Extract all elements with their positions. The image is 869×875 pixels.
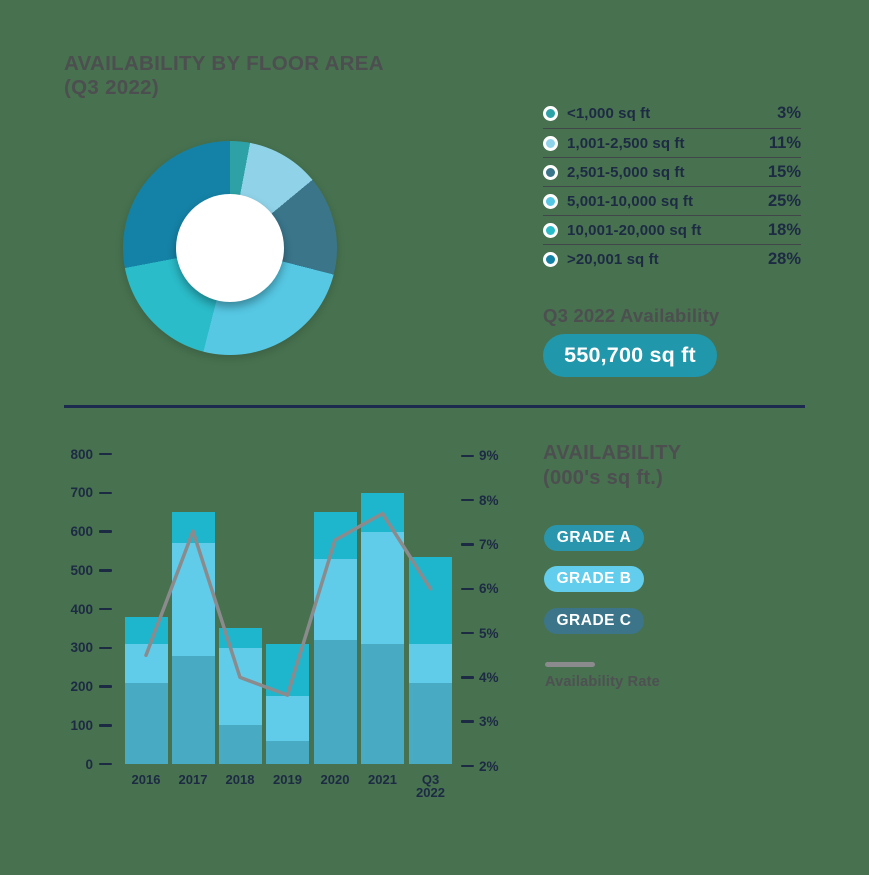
bar-segment-grade-b xyxy=(218,647,262,726)
x-axis-label: Q3 2022 xyxy=(416,772,445,800)
bar-2016 xyxy=(124,616,168,764)
bar-segment-grade-b xyxy=(313,558,357,640)
legend-percent: 15% xyxy=(767,162,801,181)
legend-row: 10,001-20,000 sq ft 18% xyxy=(543,215,801,244)
availability-rate-label: Availability Rate xyxy=(545,674,660,690)
bar-segment-grade-a xyxy=(409,682,452,764)
availability-rate-swatch xyxy=(545,662,595,667)
bar-segment-grade-a xyxy=(361,643,404,764)
section-divider xyxy=(64,405,805,408)
legend-label: 2,501-5,000 sq ft xyxy=(567,163,685,181)
legend-percent: 11% xyxy=(768,133,801,152)
grade-c-pill: GRADE C xyxy=(544,608,644,634)
right-axis-tick: 5% xyxy=(461,625,499,641)
availability-badge: 550,700 sq ft xyxy=(543,334,717,377)
legend-row: 5,001-10,000 sq ft 25% xyxy=(543,186,801,215)
grade-a-pill: GRADE A xyxy=(544,525,644,551)
floor-area-legend: <1,000 sq ft 3% 1,001-2,500 sq ft 11% 2,501-… xyxy=(543,99,801,273)
legend-color-dot xyxy=(543,222,558,238)
right-axis-tick: 4% xyxy=(461,669,499,685)
bar-2017 xyxy=(171,512,215,764)
bar-segment-grade-a xyxy=(266,740,309,764)
bar-segment-grade-c xyxy=(218,628,262,648)
left-axis-tick: 700 xyxy=(58,485,112,501)
left-axis-tick: 300 xyxy=(58,640,112,656)
legend-color-dot xyxy=(543,251,558,267)
right-axis-tick: 3% xyxy=(461,714,499,730)
bar-segment-grade-b xyxy=(361,531,404,644)
x-axis-label: 2021 xyxy=(368,772,397,787)
bar-segment-grade-a xyxy=(218,725,262,764)
chart-legend-title-line2: (000's sq ft.) xyxy=(543,466,664,489)
q3-availability-heading: Q3 2022 Availability xyxy=(543,305,720,326)
left-axis-tick: 100 xyxy=(58,717,112,733)
legend-color-dot xyxy=(543,164,558,180)
legend-color-dot xyxy=(543,106,558,121)
donut-hole xyxy=(176,194,284,302)
legend-label: 5,001-10,000 sq ft xyxy=(567,192,694,210)
legend-row: 2,501-5,000 sq ft 15% xyxy=(543,157,801,186)
x-axis-label: 2017 xyxy=(178,772,208,787)
bar-segment-grade-c xyxy=(409,556,452,644)
chart-legend-title-line1: AVAILABILITY xyxy=(543,442,682,464)
floor-area-title-line1: AVAILABILITY BY FLOOR AREA xyxy=(64,52,384,75)
bar-q3-2022 xyxy=(409,556,452,764)
bar-segment-grade-c xyxy=(266,643,309,697)
right-axis-tick: 7% xyxy=(461,537,499,553)
bar-segment-grade-c xyxy=(171,512,215,544)
bar-2021 xyxy=(361,492,404,764)
right-axis-tick: 2% xyxy=(461,758,499,774)
bar-segment-grade-a xyxy=(124,682,168,764)
left-axis-tick: 500 xyxy=(58,562,112,578)
legend-color-dot xyxy=(543,135,558,151)
right-axis-tick: 9% xyxy=(461,448,499,464)
legend-color-dot xyxy=(543,193,558,209)
legend-percent: 18% xyxy=(767,220,801,239)
x-axis-label: 2016 xyxy=(131,772,161,787)
grade-b-pill: GRADE B xyxy=(544,566,644,592)
availability-bar-chart xyxy=(124,454,452,764)
left-axis-tick: 400 xyxy=(58,601,112,617)
bar-segment-grade-a xyxy=(313,640,357,764)
left-axis-tick: 600 xyxy=(58,524,112,540)
chart-legend-title: AVAILABILITY (000's sq ft.) xyxy=(543,441,681,490)
bar-2019 xyxy=(266,643,309,764)
legend-label: <1,000 sq ft xyxy=(567,105,651,122)
bar-segment-grade-b xyxy=(409,643,452,683)
bar-segment-grade-c xyxy=(313,512,357,559)
floor-area-title: AVAILABILITY BY FLOOR AREA (Q3 2022) xyxy=(64,52,384,100)
bar-segment-grade-b xyxy=(124,643,168,683)
legend-row: <1,000 sq ft 3% xyxy=(543,99,801,128)
x-axis-label: 2019 xyxy=(273,772,302,787)
right-axis-tick: 8% xyxy=(461,492,499,508)
legend-label: >20,001 sq ft xyxy=(567,250,659,268)
bar-segment-grade-c xyxy=(124,616,168,644)
left-axis-tick: 0 xyxy=(58,756,112,772)
bar-segment-grade-a xyxy=(171,655,215,764)
left-axis-tick: 200 xyxy=(58,679,112,695)
bar-2020 xyxy=(313,512,357,764)
legend-row: 1,001-2,500 sq ft 11% xyxy=(543,128,801,157)
legend-percent: 28% xyxy=(767,249,801,268)
x-axis-label: 2020 xyxy=(320,772,350,787)
bar-segment-grade-c xyxy=(361,492,404,532)
left-axis-tick: 800 xyxy=(58,446,112,462)
bar-2018 xyxy=(218,628,262,764)
right-axis-tick: 6% xyxy=(461,581,499,597)
legend-percent: 3% xyxy=(777,104,801,122)
legend-label: 10,001-20,000 sq ft xyxy=(567,221,702,239)
legend-percent: 25% xyxy=(767,191,801,210)
floor-area-title-line2: (Q3 2022) xyxy=(64,76,159,99)
bar-segment-grade-b xyxy=(266,696,309,741)
bar-segment-grade-b xyxy=(171,543,215,656)
x-axis-label: 2018 xyxy=(225,772,255,787)
legend-row: >20,001 sq ft 28% xyxy=(543,244,801,273)
legend-label: 1,001-2,500 sq ft xyxy=(567,134,685,152)
